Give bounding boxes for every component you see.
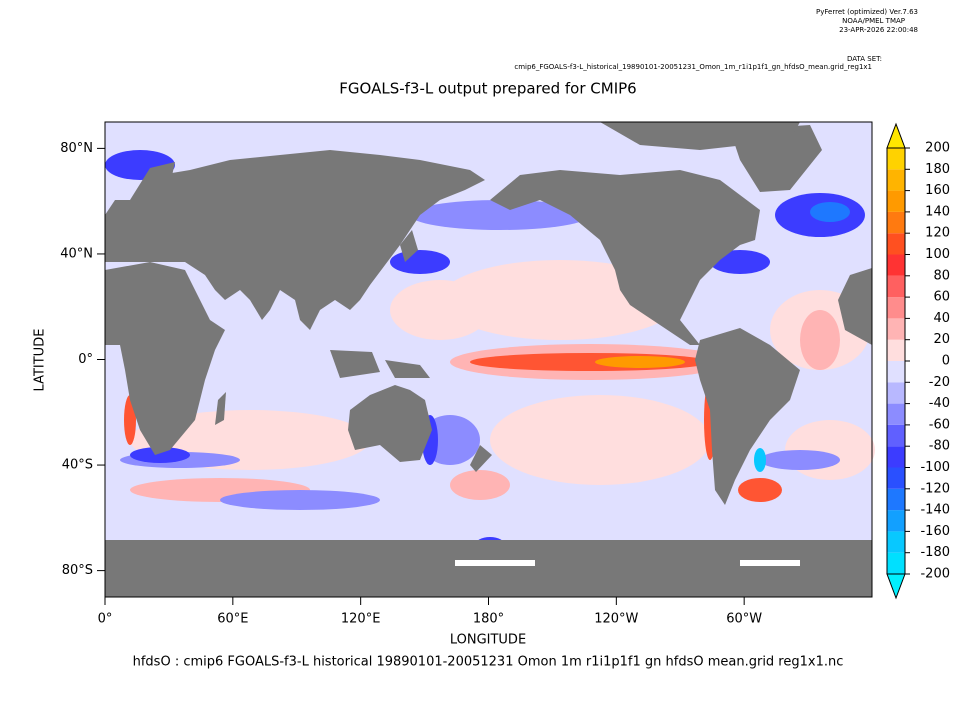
colorbar-label: 80 [933,268,950,283]
colorbar-band [887,169,905,191]
colorbar-band [887,254,905,276]
y-tick-label: 40°S [62,458,93,473]
x-tick-label: 180° [473,612,504,627]
y-tick-label: 0° [78,352,93,367]
equatorial-core [595,356,685,368]
colorbar-label: -80 [929,439,950,454]
colorbar-band [887,233,905,255]
x-tick-label: 60°W [726,612,762,627]
colorbar-label: 0 [942,354,950,369]
footer: hfdsO : cmip6 FGOALS-f3-L historical 198… [133,655,844,670]
map-field [104,121,875,598]
y-tick-label: 80°N [60,141,93,156]
colorbar-over [886,122,906,149]
colorbar-label: 120 [925,226,950,241]
y-tick-label: 80°S [62,563,93,578]
y-tick-label: 40°N [60,246,93,261]
ice-shelf [740,560,800,566]
colorbar-band [887,382,905,404]
heat-loss-core [754,448,766,472]
colorbar-label: 60 [933,290,950,305]
colorbar-label: -160 [920,524,950,539]
y-label: LATITUDE [33,329,48,392]
timestamp: 23-APR-2026 22:00:48 [839,26,918,34]
colorbar-band [887,148,905,170]
x-tick-label: 120°W [594,612,638,627]
colorbar-label: -180 [920,545,950,560]
colorbar-band [887,488,905,511]
colorbar-band [887,446,905,468]
ice-shelf [455,560,535,566]
colorbar-label: -20 [929,375,950,390]
colorbar-label: 160 [925,183,950,198]
title: FGOALS-f3-L output prepared for CMIP6 [339,80,636,98]
software: PyFerret (optimized) Ver.7.63 [816,8,918,16]
colorbar-band [887,403,905,425]
colorbar-band [887,467,905,489]
colorbar-band [887,190,905,212]
colorbar-band [887,510,905,532]
colorbar-band [887,297,905,319]
colorbar-label: -60 [929,417,950,432]
colorbar-band [887,318,905,340]
colorbar-label: -200 [920,567,950,582]
colorbar-label: 100 [925,247,950,262]
cool-regions [120,200,840,510]
colorbar-band [887,552,905,574]
land [105,122,872,597]
dataset: cmip6_FGOALS-f3-L_historical_19890101-20… [514,63,872,71]
colorbar-label: -40 [929,396,950,411]
colorbar-band [887,275,905,298]
colorbar-band [887,531,905,553]
colorbar-label: -140 [920,503,950,518]
org: NOAA/PMEL TMAP [842,17,905,25]
colorbar-label: 200 [925,141,950,156]
colorbar-band [887,211,905,234]
x-tick-label: 120°E [341,612,381,627]
colorbar-label: -100 [920,460,950,475]
colorbar-band [887,424,905,447]
dataset-label: DATA SET: [847,55,882,63]
colorbar-band [887,339,905,361]
colorbar-label: 40 [933,311,950,326]
colorbar-label: 180 [925,162,950,177]
heat-loss-core [810,202,850,222]
colorbar-label: 20 [933,332,950,347]
colorbar-label: 140 [925,204,950,219]
warm-patch [738,478,782,502]
x-tick-label: 0° [98,612,113,627]
x-label: LONGITUDE [450,633,526,648]
colorbar-label: -120 [920,481,950,496]
x-tick-label: 60°E [217,612,248,627]
colorbar-under [886,573,906,600]
colorbar-band [887,361,905,383]
